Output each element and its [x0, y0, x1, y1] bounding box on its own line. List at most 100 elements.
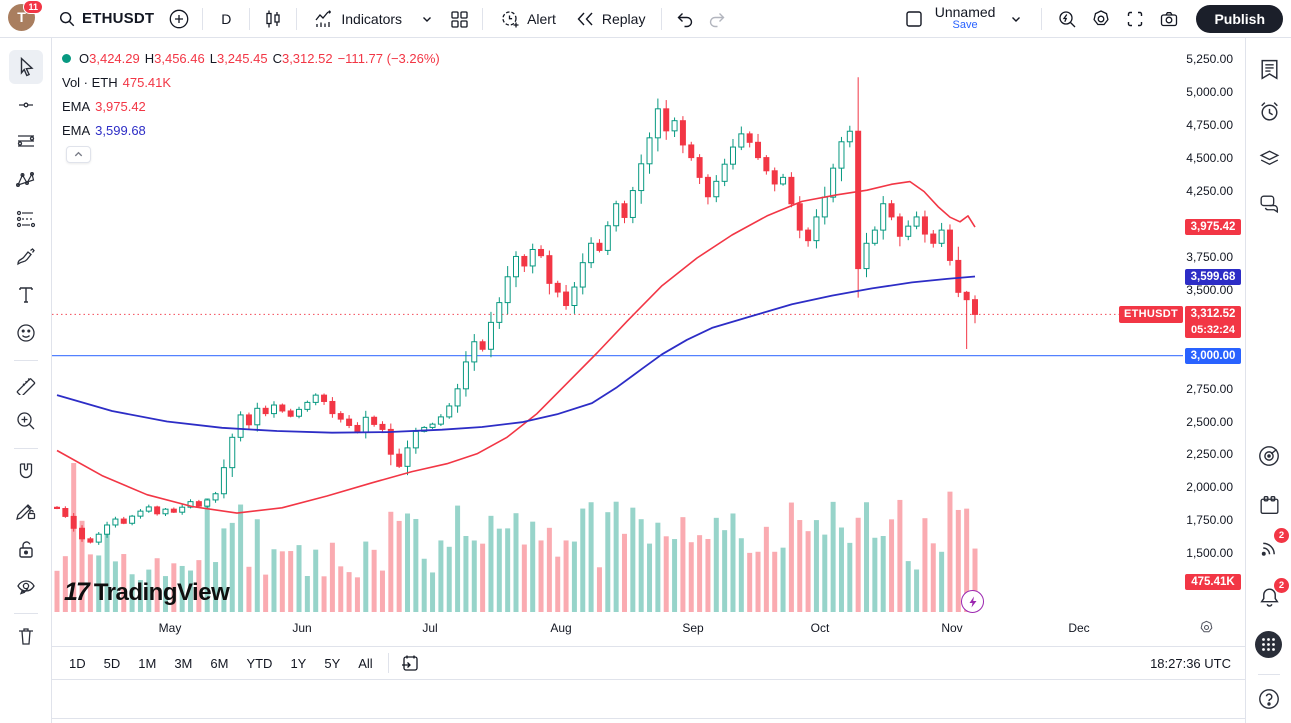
symbol-name: ETHUSDT	[82, 10, 155, 27]
camera-icon	[1158, 8, 1180, 30]
instant-trading-button[interactable]	[961, 590, 984, 613]
range-ytd-button[interactable]: YTD	[237, 652, 281, 675]
top-toolbar: T 11 ETHUSDT D Indicators	[0, 0, 1291, 38]
magnet-tool[interactable]	[9, 455, 43, 489]
last-price-badge: 3,312.52 05:32:24	[1185, 306, 1241, 339]
replay-button[interactable]: Replay	[566, 4, 654, 34]
trend-line-tool[interactable]	[9, 88, 43, 122]
legend-collapse-button[interactable]	[66, 146, 91, 163]
lock-all-tool[interactable]	[9, 532, 43, 566]
range-1m-button[interactable]: 1M	[129, 652, 165, 675]
redo-button[interactable]	[702, 4, 732, 34]
notifications-count-badge: 2	[1274, 578, 1289, 593]
price-tick: 4,250.00	[1186, 183, 1233, 198]
month-label: Dec	[1068, 621, 1090, 635]
chart-style-button[interactable]	[258, 4, 288, 34]
brush-tool[interactable]	[9, 240, 43, 274]
pattern-tool[interactable]	[9, 163, 43, 197]
go-to-date-button[interactable]	[395, 648, 425, 678]
price-tick: 3,500.00	[1186, 282, 1233, 297]
month-label: Nov	[941, 621, 963, 635]
divider	[1041, 7, 1043, 30]
quick-search-button[interactable]	[1052, 4, 1082, 34]
fib-retracement-tool[interactable]	[9, 125, 43, 159]
bottom-panel: Pine Editor Trading Panel	[52, 719, 1245, 723]
drawing-lock-tool[interactable]	[9, 493, 43, 527]
interval-button[interactable]: D	[211, 4, 241, 34]
right-sidebar: 2 2	[1245, 38, 1291, 723]
quick-search-icon	[1056, 8, 1078, 30]
projection-tool[interactable]	[9, 202, 43, 236]
symbol-search-button[interactable]: ETHUSDT	[50, 4, 162, 34]
ema-slow-price-badge: 3,599.68	[1185, 268, 1241, 285]
price-axis[interactable]: 5,250.00 5,000.00 4,750.00 4,500.00 4,250.00…	[1183, 38, 1245, 616]
alert-button[interactable]: Alert	[491, 4, 564, 34]
volume-bars	[54, 463, 978, 612]
divider	[52, 718, 1245, 719]
high-label: H	[144, 50, 155, 66]
indicators-button[interactable]: Indicators	[305, 4, 410, 34]
object-tree-button[interactable]	[1256, 145, 1282, 171]
replay-icon	[574, 8, 596, 30]
divider	[296, 7, 298, 30]
user-menu-button[interactable]: T 11	[8, 0, 43, 34]
publish-button[interactable]: Publish	[1196, 4, 1283, 33]
ema-fast-price-badge: 3,975.42	[1185, 219, 1241, 235]
ohlc-legend-row: O3,424.29 H3,456.46 L3,245.45 C3,312.52 …	[62, 50, 440, 66]
hide-drawings-tool[interactable]	[9, 570, 43, 604]
settings-button[interactable]	[1086, 4, 1116, 34]
streams-button[interactable]: 2	[1256, 528, 1289, 560]
divider	[249, 7, 251, 30]
remove-drawings-tool[interactable]	[9, 619, 43, 653]
range-5d-button[interactable]: 5D	[95, 652, 130, 675]
candlestick-plot[interactable]	[52, 38, 1183, 616]
calendar-button[interactable]	[1256, 492, 1282, 518]
change-value: −111.77 (−3.26%)	[337, 50, 440, 66]
symbol-price-label: ETHUSDT	[1119, 306, 1183, 324]
layout-select-button[interactable]	[899, 4, 929, 34]
layout-name: Unnamed	[934, 4, 996, 21]
notifications-button[interactable]: 2	[1256, 578, 1289, 610]
indicator-templates-chevron[interactable]	[412, 4, 442, 34]
range-all-button[interactable]: All	[349, 652, 381, 675]
cursor-tool[interactable]	[9, 50, 43, 84]
screenshot-button[interactable]	[1154, 4, 1184, 34]
divider	[1258, 674, 1280, 675]
compare-add-symbol-button[interactable]	[164, 4, 194, 34]
divider	[14, 448, 38, 449]
range-5y-button[interactable]: 5Y	[315, 652, 349, 675]
undo-button[interactable]	[670, 4, 700, 34]
range-1d-button[interactable]: 1D	[60, 652, 95, 675]
watchlist-button[interactable]	[1256, 56, 1282, 82]
timezone-clock[interactable]: 18:27:36 UTC	[1150, 655, 1231, 671]
range-1y-button[interactable]: 1Y	[281, 652, 315, 675]
range-6m-button[interactable]: 6M	[201, 652, 237, 675]
price-tick: 5,250.00	[1186, 52, 1233, 66]
chart-canvas[interactable]: 17 TradingView O3,424.29 H3,456.46 L3,24…	[52, 38, 1245, 616]
layout-menu-chevron[interactable]	[1001, 4, 1031, 34]
ema-slow-value: 3,599.68	[95, 122, 146, 138]
text-tool[interactable]	[9, 278, 43, 312]
measure-tool[interactable]	[9, 366, 43, 400]
axis-settings-icon[interactable]	[1198, 619, 1215, 636]
chat-button[interactable]	[1256, 190, 1282, 216]
volume-label: Vol · ETH	[62, 74, 118, 90]
alert-clock-icon	[499, 8, 521, 30]
drawing-toolbar	[0, 38, 52, 723]
fullscreen-button[interactable]	[1120, 4, 1150, 34]
emoji-tool[interactable]	[9, 316, 43, 350]
apps-menu-button[interactable]	[1255, 631, 1282, 658]
zoom-in-tool[interactable]	[9, 404, 43, 438]
high-value: 3,456.46	[154, 50, 205, 66]
range-3m-button[interactable]: 3M	[165, 652, 201, 675]
price-tick: 4,750.00	[1186, 117, 1233, 132]
layout-grid-button[interactable]	[444, 4, 474, 34]
price-tick: 1,500.00	[1186, 546, 1233, 561]
fullscreen-icon	[1124, 8, 1146, 30]
time-axis[interactable]: May Jun Jul Aug Sep Oct Nov Dec	[52, 616, 1245, 642]
help-button[interactable]	[1256, 686, 1282, 712]
screener-button[interactable]	[1256, 443, 1282, 469]
grid-layout-icon	[448, 8, 470, 30]
layout-name-button[interactable]: Unnamed Save	[933, 4, 998, 34]
alerts-panel-button[interactable]	[1256, 98, 1282, 124]
